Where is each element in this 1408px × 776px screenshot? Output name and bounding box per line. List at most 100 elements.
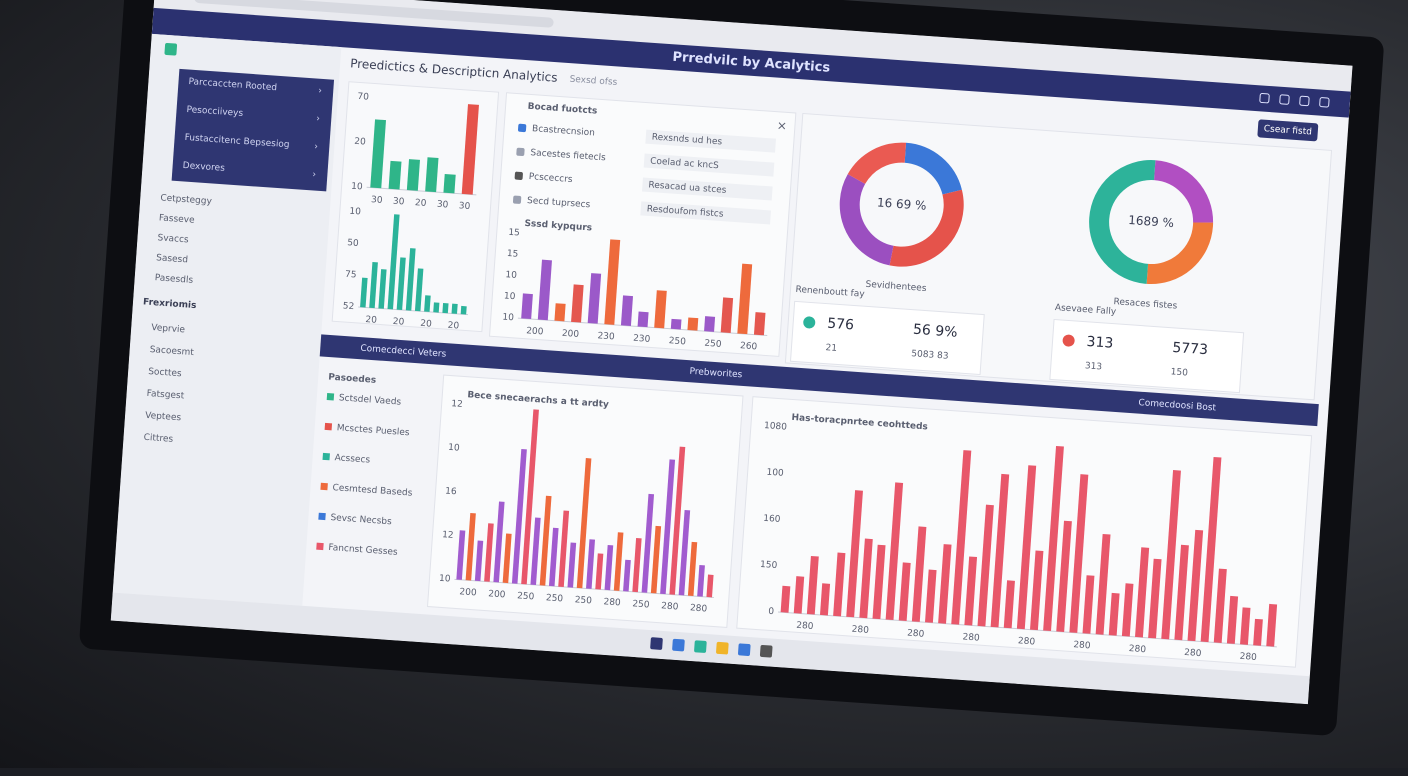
bar — [990, 473, 1010, 628]
taskbar-icon[interactable] — [738, 643, 751, 656]
kpi-sub: 150 — [1170, 367, 1188, 378]
bar — [521, 409, 539, 585]
row-value: Rexsnds ud hes — [651, 133, 722, 148]
menu-arrow[interactable]: › — [312, 170, 316, 180]
taskbar-icon[interactable] — [759, 644, 773, 658]
bar — [1082, 575, 1095, 634]
bar — [706, 574, 714, 598]
bar — [613, 532, 624, 591]
donut-label: 16 69 % — [877, 195, 927, 212]
bar — [977, 504, 994, 627]
tab[interactable]: Sexsd ofss — [569, 75, 618, 88]
sidebar-item[interactable]: Socttes — [148, 367, 182, 379]
list-item[interactable]: Sevsc Necsbs — [330, 513, 392, 527]
bar — [1069, 474, 1089, 633]
menu-block — [171, 68, 335, 192]
y-axis-label: 150 — [760, 560, 778, 571]
sidebar-item[interactable]: Veptees — [145, 411, 182, 424]
y-axis-label: 50 — [347, 238, 359, 249]
bar — [720, 297, 734, 333]
bar — [484, 523, 494, 582]
bar — [396, 257, 406, 311]
y-axis-label: 15 — [507, 249, 519, 260]
bar — [670, 318, 682, 330]
sidebar-item[interactable]: Cetpsteggy — [160, 193, 213, 207]
address-bar — [194, 0, 554, 28]
bar — [632, 538, 642, 593]
x-axis-label: 280 — [796, 621, 814, 632]
sidebar-item[interactable]: Fasseve — [159, 213, 196, 225]
y-axis-label: 10 — [502, 313, 514, 324]
x-axis-label: 30 — [458, 201, 470, 212]
list-item[interactable]: Fancnst Gesses — [328, 543, 398, 558]
bar — [859, 538, 873, 619]
bar — [925, 569, 937, 623]
toolbar-icon[interactable] — [1279, 94, 1290, 105]
close-button[interactable]: × — [776, 118, 787, 133]
sidebar-item[interactable]: Cittres — [143, 433, 174, 445]
bar — [678, 509, 691, 596]
x-axis-label: 20 — [365, 315, 377, 326]
donut-label: 1689 % — [1128, 213, 1175, 230]
list-item[interactable]: Sctsdel Vaeds — [338, 393, 401, 407]
menu-arrow[interactable]: › — [314, 142, 318, 152]
menu-arrow[interactable]: › — [318, 86, 322, 96]
sidebar-item[interactable]: Veprvie — [151, 323, 186, 335]
bar — [637, 311, 649, 328]
item-icon — [324, 422, 333, 431]
bar — [951, 450, 972, 625]
sidebar-item[interactable]: Sasesd — [156, 253, 188, 265]
sidebar-item[interactable]: Svaccs — [157, 233, 189, 245]
bar — [521, 293, 533, 320]
button-label[interactable]: Csear fistd — [1263, 124, 1312, 137]
list-item[interactable]: Mcsctes Puesles — [336, 423, 410, 438]
menu-item[interactable]: Pesocciiveys — [186, 105, 243, 119]
axis-line — [358, 306, 469, 316]
bar — [704, 316, 716, 332]
taskbar-icon[interactable] — [672, 638, 685, 652]
kpi-title: Renenboutt fay — [795, 285, 865, 300]
taskbar-icon[interactable] — [716, 641, 729, 655]
x-axis-label: 280 — [1184, 648, 1202, 659]
toolbar-icon[interactable] — [1319, 97, 1330, 108]
menu-item[interactable]: Dexvores — [182, 161, 225, 174]
menu-arrow[interactable]: › — [316, 114, 320, 124]
bar — [650, 525, 662, 594]
y-axis-label: 75 — [345, 270, 357, 281]
kpi-sub: 5083 83 — [911, 349, 949, 362]
y-axis-label: 1080 — [764, 421, 788, 433]
y-axis-label: 15 — [508, 228, 520, 239]
taskbar-icon[interactable] — [694, 640, 707, 653]
sidebar-item[interactable]: Sacoesmt — [149, 345, 194, 358]
bar — [474, 540, 484, 582]
sidebar-section: Frexriomis — [143, 297, 197, 311]
bar — [443, 174, 456, 194]
x-axis-label: 280 — [1239, 652, 1257, 663]
sidebar-item[interactable]: Pasesdls — [154, 273, 193, 286]
bar — [425, 157, 439, 193]
x-axis-label: 230 — [597, 331, 615, 342]
donut-segment — [1089, 160, 1214, 285]
x-axis-label: 250 — [574, 595, 592, 606]
list-item[interactable]: Acssecs — [334, 453, 370, 465]
button[interactable] — [1257, 119, 1319, 142]
sidebar-item[interactable]: Fatsgest — [146, 389, 185, 402]
x-axis-label: 250 — [517, 591, 535, 602]
bar — [1108, 592, 1120, 636]
list-item[interactable]: Cesmtesd Baseds — [332, 483, 413, 499]
row-field — [645, 129, 777, 153]
toolbar-icon[interactable] — [1299, 95, 1310, 107]
taskbar-icon[interactable] — [650, 637, 663, 650]
bar — [451, 303, 458, 314]
band-label: Prebworites — [689, 367, 743, 381]
bar — [378, 269, 387, 309]
toolbar-icon[interactable] — [1259, 92, 1270, 104]
y-axis-label: 12 — [442, 530, 454, 541]
x-axis-label: 250 — [668, 336, 686, 347]
bar — [1030, 550, 1044, 631]
item-icon — [320, 482, 328, 491]
kpi-icon — [1062, 334, 1075, 347]
x-axis-label: 280 — [1018, 636, 1036, 647]
bar — [1187, 529, 1204, 642]
